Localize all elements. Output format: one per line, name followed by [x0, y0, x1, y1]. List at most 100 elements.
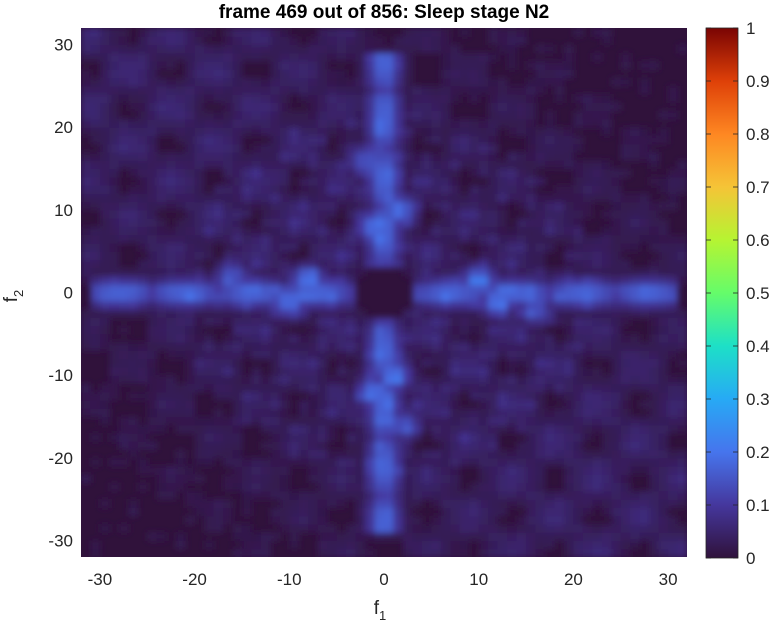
heatmap-cell: [346, 251, 357, 261]
heatmap-cell: [317, 548, 328, 557]
heatmap-cell: [156, 28, 167, 37]
heatmap-cell: [128, 226, 139, 236]
heatmap-cell: [488, 102, 499, 112]
heatmap-cell: [402, 490, 414, 500]
heatmap-cell: [223, 44, 234, 54]
heatmap-cell: [507, 267, 518, 277]
heatmap-cell: [393, 342, 404, 351]
heatmap-cell: [544, 284, 556, 294]
heatmap-cell: [109, 284, 120, 294]
heatmap-cell: [450, 383, 461, 393]
heatmap-cell: [147, 375, 158, 385]
heatmap-cell: [166, 482, 177, 492]
heatmap-cell: [185, 61, 196, 70]
heatmap-cell: [374, 135, 385, 145]
heatmap-cell: [563, 366, 574, 376]
heatmap-cell: [384, 160, 395, 170]
heatmap-cell: [630, 416, 641, 426]
heatmap-cell: [99, 267, 111, 277]
heatmap-cell: [431, 226, 442, 236]
heatmap-cell: [223, 342, 234, 351]
heatmap-cell: [223, 218, 234, 227]
heatmap-cell: [478, 77, 489, 87]
heatmap-cell: [402, 193, 414, 203]
heatmap-cell: [241, 118, 253, 128]
heatmap-cell: [147, 399, 158, 409]
heatmap-cell: [393, 490, 404, 500]
heatmap-cell: [118, 135, 129, 145]
heatmap-cell: [137, 358, 148, 368]
heatmap-cell: [431, 28, 442, 37]
heatmap-cell: [289, 424, 300, 434]
heatmap-cell: [563, 52, 574, 62]
heatmap-cell: [317, 284, 328, 294]
heatmap-cell: [630, 234, 641, 244]
heatmap-cell: [223, 251, 234, 261]
heatmap-cell: [327, 317, 338, 327]
heatmap-cell: [384, 408, 395, 418]
heatmap-cell: [630, 366, 641, 376]
heatmap-cell: [440, 474, 451, 484]
heatmap-cell: [459, 523, 470, 533]
heatmap-cell: [213, 209, 224, 219]
heatmap-cell: [544, 333, 556, 343]
heatmap-cell: [365, 218, 376, 227]
heatmap-cell: [393, 193, 404, 203]
heatmap-cell: [147, 466, 158, 475]
heatmap-cell: [630, 358, 641, 368]
heatmap-cell: [147, 160, 158, 170]
heatmap-cell: [317, 490, 328, 500]
heatmap-cell: [241, 94, 253, 103]
heatmap-cell: [241, 168, 253, 178]
heatmap-cell: [412, 168, 423, 178]
heatmap-cell: [592, 532, 603, 542]
heatmap-cell: [526, 143, 537, 153]
heatmap-cell: [668, 523, 679, 533]
heatmap-cell: [450, 259, 461, 269]
heatmap-cell: [374, 185, 385, 194]
heatmap-cell: [421, 523, 432, 533]
heatmap-cell: [355, 251, 366, 261]
heatmap-cell: [431, 548, 442, 557]
heatmap-cell: [185, 85, 196, 95]
heatmap-cell: [535, 424, 546, 434]
heatmap-cell: [630, 284, 641, 294]
heatmap-cell: [128, 441, 139, 451]
heatmap-cell: [592, 176, 603, 186]
heatmap-cell: [402, 441, 414, 451]
heatmap-cell: [374, 532, 385, 542]
heatmap-cell: [573, 342, 584, 351]
heatmap-cell: [544, 242, 556, 252]
heatmap-cell: [544, 449, 556, 459]
heatmap-cell: [563, 482, 574, 492]
heatmap-cell: [421, 325, 432, 335]
heatmap-cell: [535, 408, 546, 418]
heatmap-cell: [469, 416, 480, 426]
heatmap-cell: [213, 300, 224, 310]
heatmap-cell: [412, 226, 423, 236]
heatmap-cell: [308, 507, 319, 517]
heatmap-cell: [213, 523, 224, 533]
heatmap-cell: [260, 218, 271, 227]
heatmap-cell: [639, 457, 650, 467]
heatmap-cell: [592, 102, 603, 112]
heatmap-cell: [232, 383, 243, 393]
heatmap-cell: [346, 135, 357, 145]
heatmap-cell: [81, 275, 92, 285]
heatmap-cell: [402, 218, 414, 227]
heatmap-cell: [175, 399, 186, 409]
heatmap-cell: [118, 151, 129, 161]
heatmap-cell: [204, 383, 215, 393]
heatmap-cell: [507, 275, 518, 285]
heatmap-cell: [194, 375, 205, 385]
heatmap-cell: [507, 399, 518, 409]
heatmap-cell: [601, 383, 612, 393]
heatmap-cell: [270, 85, 281, 95]
heatmap-cell: [118, 143, 129, 153]
heatmap-cell: [232, 317, 243, 327]
heatmap-cell: [469, 449, 480, 459]
heatmap-cell: [658, 127, 669, 137]
heatmap-cell: [270, 284, 281, 294]
heatmap-cell: [516, 168, 527, 178]
heatmap-cell: [147, 226, 158, 236]
